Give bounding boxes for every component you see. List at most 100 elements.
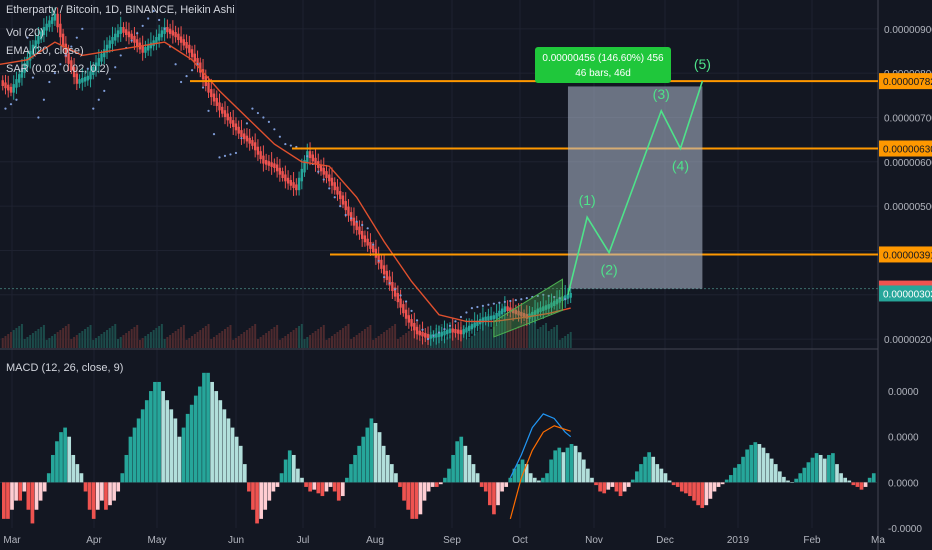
candle-body (341, 195, 345, 205)
candle-body (295, 184, 298, 191)
sar-dot (383, 275, 386, 279)
sar-dots (4, 9, 567, 341)
macd-bar (455, 441, 460, 483)
candle-body (564, 295, 567, 300)
candle-body (245, 135, 249, 142)
macd-bar (765, 453, 770, 483)
candle-body (446, 329, 449, 335)
sar-dot (514, 299, 517, 302)
sar-dot (267, 120, 270, 124)
macd-bar (504, 482, 509, 487)
sar-dot (547, 294, 550, 298)
macd-bar (630, 479, 635, 483)
volume-bar (160, 324, 163, 348)
candle-body (94, 62, 98, 71)
volume-bar (545, 323, 548, 348)
macd-bar (345, 477, 349, 483)
macd-bar (410, 482, 415, 519)
volume-bar (366, 327, 369, 348)
candle-body (20, 69, 24, 78)
candle-body (64, 43, 68, 58)
candle-body (558, 297, 561, 303)
volume-bar (122, 335, 125, 348)
candle-body (149, 42, 153, 49)
macd-bar (532, 477, 537, 483)
volume-bar (138, 340, 141, 348)
volume-bar (213, 337, 216, 348)
indicator-macd[interactable]: MACD (12, 26, close, 9) (6, 362, 124, 374)
candle-body (240, 130, 243, 137)
volume-bar (12, 330, 15, 348)
sar-dot (404, 300, 408, 303)
volume-bar (92, 340, 95, 348)
chart-title[interactable]: Etherparty / Bitcoin, 1D, BINANCE, Heiki… (6, 4, 235, 16)
time-tick-label: Aug (366, 535, 384, 546)
candle-body (555, 299, 559, 305)
volume-bar (15, 328, 18, 348)
macd-bar (340, 482, 345, 497)
indicator-volume[interactable]: Vol (20) (6, 27, 44, 39)
macd-bar (443, 477, 447, 483)
macd-bar (38, 482, 43, 501)
macd-bar (394, 473, 398, 483)
indicator-sar[interactable]: SAR (0.02, 0.02, 0.2) (6, 63, 110, 75)
candle-body (119, 27, 122, 34)
sar-dot (42, 98, 46, 101)
macd-bar (851, 482, 856, 486)
macd-bar (700, 482, 705, 508)
volume-bar (270, 329, 273, 348)
volume-bar (443, 339, 446, 348)
volume-bar (361, 331, 364, 348)
candle-body (437, 332, 441, 338)
volume-bar (377, 336, 380, 348)
sar-dot (525, 297, 528, 300)
price-tag-label: 0.00000782 (883, 77, 932, 88)
macd-bar (577, 452, 582, 483)
macd-bar (492, 482, 496, 515)
volume-bar (171, 333, 174, 348)
price-tag-label: 0.00000303 (883, 289, 932, 300)
macd-bar (655, 464, 660, 483)
macd-bar (549, 459, 553, 483)
volume-bar (325, 340, 328, 348)
candle-body (465, 327, 468, 333)
candle-body (4, 82, 7, 89)
macd-bar (471, 464, 476, 483)
sar-dot (31, 76, 35, 79)
sar-dot (92, 107, 95, 110)
time-tick-label: Mar (3, 535, 21, 546)
macd-bar (806, 462, 811, 483)
sar-dot (465, 311, 468, 314)
volume-bar (300, 324, 303, 348)
macd-bar (508, 477, 513, 483)
time-tick-label: Jul (297, 535, 310, 546)
macd-bar (651, 456, 656, 483)
candle-body (413, 322, 416, 331)
candle-body (569, 293, 572, 298)
volume-bar (418, 340, 421, 348)
macd-bar (357, 445, 362, 483)
candle-body (53, 13, 57, 21)
wave-path (567, 80, 704, 295)
candle-body (489, 315, 493, 320)
candle-body (402, 304, 405, 314)
indicator-ema[interactable]: EMA (20, close) (6, 45, 84, 57)
sar-dot (278, 135, 281, 138)
price-tag-label: 0.00000630 (883, 145, 932, 156)
macd-bar (26, 482, 31, 510)
sar-dot (333, 196, 336, 199)
macd-bar (790, 482, 794, 483)
volume-bar (78, 333, 81, 348)
candle-body (517, 310, 520, 316)
volume-bar (185, 340, 188, 348)
volume-bar (182, 325, 185, 348)
volume-bar (97, 336, 100, 348)
volume-bar (564, 336, 567, 348)
macd-bar (6, 482, 10, 519)
volume-bar (155, 328, 158, 348)
candle-body (248, 137, 251, 144)
time-tick-label: Nov (585, 535, 603, 546)
volume-bar (383, 332, 386, 348)
volume-bar (240, 334, 243, 348)
